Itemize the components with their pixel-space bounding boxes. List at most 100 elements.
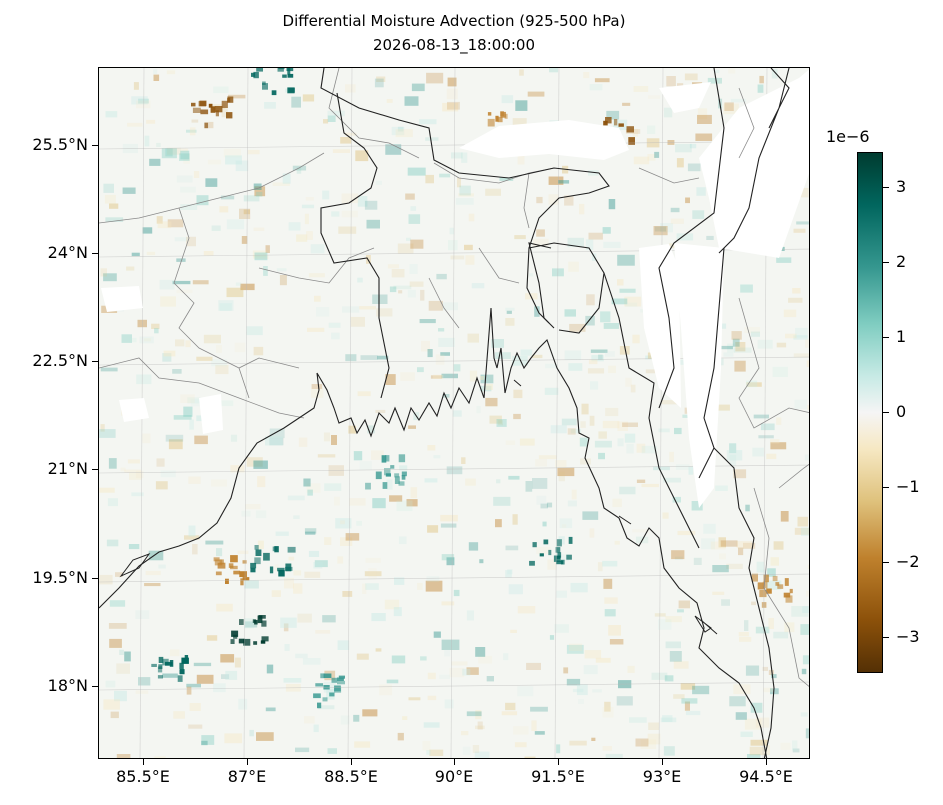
field-cell (116, 663, 130, 674)
field-cell (119, 649, 124, 655)
field-cell (532, 478, 548, 489)
state-border (99, 152, 375, 419)
field-cell (554, 624, 569, 633)
field-extreme-cell (204, 122, 209, 129)
field-cell (663, 477, 681, 483)
field-cell (780, 511, 789, 522)
field-cell (703, 523, 716, 534)
field-cell (288, 556, 295, 561)
field-extreme-cell (543, 539, 549, 545)
field-cell (396, 500, 413, 512)
field-cell (530, 706, 548, 712)
field-cell (606, 110, 620, 120)
field-cell (795, 327, 808, 338)
field-cell (210, 479, 228, 487)
field-cell (397, 243, 414, 254)
field-cell (419, 319, 436, 324)
field-cell (669, 451, 674, 463)
field-cell (109, 638, 122, 648)
field-cell (544, 387, 559, 395)
field-cell (376, 76, 386, 82)
field-cell (512, 118, 527, 126)
field-cell (753, 414, 769, 419)
field-cell (327, 110, 345, 117)
field-cell (800, 712, 808, 717)
field-cell (314, 560, 328, 568)
field-cell (619, 346, 630, 355)
field-extreme-cell (605, 117, 612, 124)
field-cell (576, 684, 588, 696)
field-cell (253, 346, 264, 356)
field-cell (288, 222, 301, 231)
field-cell (189, 127, 196, 136)
field-cell (387, 264, 399, 269)
field-cell (391, 126, 405, 136)
field-cell (442, 102, 459, 112)
field-cell (313, 724, 319, 733)
field-cell (395, 129, 413, 138)
field-extreme-cell (233, 634, 238, 639)
field-extreme-cell (250, 562, 257, 569)
field-cell (602, 746, 612, 751)
field-cell (632, 334, 640, 344)
field-cell (441, 639, 460, 650)
field-cell (272, 182, 290, 186)
field-cell (340, 537, 353, 546)
field-cell (105, 217, 124, 222)
field-cell (466, 711, 482, 717)
lon-label: 91.5°E (531, 767, 585, 786)
field-extreme-cell (192, 107, 201, 113)
field-cell (315, 630, 331, 634)
field-extreme-cell (784, 578, 789, 586)
field-cell (341, 210, 358, 218)
field-cell (785, 333, 797, 339)
field-cell (583, 72, 590, 79)
field-cell (712, 591, 725, 595)
field-cell (244, 580, 259, 589)
field-cell (752, 447, 764, 457)
field-cell (663, 107, 673, 118)
field-cell (687, 163, 701, 172)
field-cell (216, 344, 222, 353)
field-cell (626, 443, 634, 454)
field-cell (629, 717, 647, 723)
field-cell (284, 644, 290, 651)
field-extreme-cell (261, 620, 267, 627)
field-cell (266, 664, 274, 674)
field-cell (604, 701, 611, 712)
field-cell (158, 564, 166, 569)
field-extreme-cell (789, 588, 793, 594)
colorbar-tick-label: −3 (896, 627, 920, 646)
field-cell (194, 435, 208, 445)
field-cell (751, 601, 756, 606)
lat-tick (92, 469, 98, 471)
field-cell (713, 69, 720, 74)
field-cell (441, 373, 458, 379)
field-cell (318, 705, 335, 710)
lat-tick (92, 578, 98, 580)
field-cell (156, 142, 161, 147)
field-extreme-cell (200, 109, 209, 115)
field-cell (807, 564, 809, 569)
field-cell (192, 544, 198, 555)
field-cell (632, 529, 649, 533)
lat-tick (92, 145, 98, 147)
lon-label: 88.5°E (324, 767, 378, 786)
field-cell (291, 96, 301, 108)
field-extreme-cell (277, 68, 284, 72)
field-extreme-cell (253, 71, 259, 79)
field-cell (174, 237, 188, 242)
field-extreme-cell (751, 573, 758, 582)
field-cell (264, 102, 276, 109)
field-cell (375, 409, 386, 413)
field-cell (636, 479, 646, 483)
field-cell (188, 525, 196, 537)
field-cell (155, 481, 168, 490)
missing-data-region (199, 394, 223, 434)
field-cell (636, 443, 646, 453)
field-cell (149, 158, 161, 166)
field-extreme-cell (603, 120, 608, 126)
field-cell (784, 622, 795, 633)
field-extreme-cell (230, 639, 235, 644)
field-cell (425, 174, 434, 184)
